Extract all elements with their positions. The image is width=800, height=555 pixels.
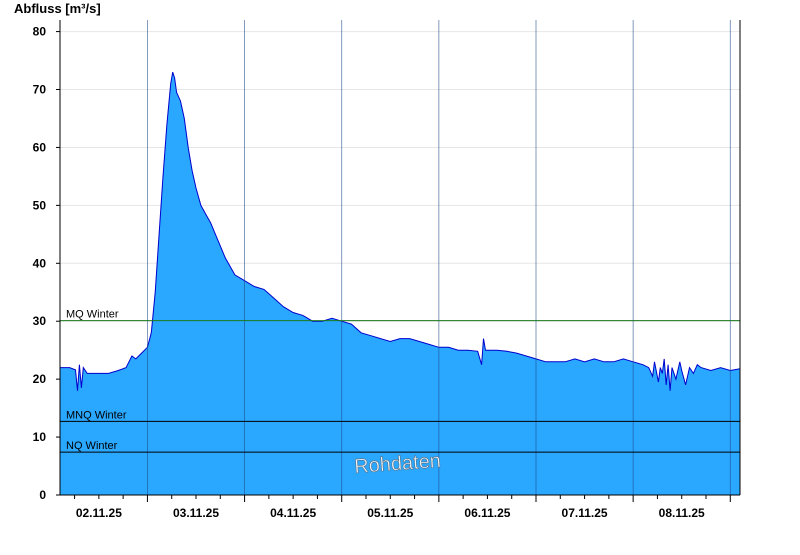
x-tick-label: 08.11.25: [659, 506, 705, 520]
x-tick-label: 04.11.25: [270, 506, 316, 520]
x-tick-label: 03.11.25: [173, 506, 219, 520]
y-axis-title: Abfluss [m³/s]: [14, 1, 101, 16]
y-tick-label: 60: [33, 140, 47, 154]
x-tick-label: 05.11.25: [367, 506, 413, 520]
x-tick-label: 06.11.25: [464, 506, 510, 520]
discharge-line: [60, 71, 741, 391]
reference-line-label: NQ Winter: [66, 440, 118, 452]
y-tick-label: 0: [39, 488, 46, 502]
y-tick-label: 50: [33, 198, 47, 212]
discharge-area: [60, 72, 740, 495]
reference-line-label: MNQ Winter: [66, 409, 127, 421]
y-tick-label: 10: [33, 430, 47, 444]
y-tick-label: 80: [33, 25, 47, 39]
y-tick-label: 30: [33, 314, 47, 328]
y-tick-label: 20: [33, 372, 47, 386]
x-tick-label: 07.11.25: [562, 506, 608, 520]
x-tick-label: 02.11.25: [76, 506, 122, 520]
y-tick-label: 40: [33, 256, 47, 270]
y-tick-label: 70: [33, 83, 47, 97]
reference-line-label: MQ Winter: [66, 309, 119, 321]
